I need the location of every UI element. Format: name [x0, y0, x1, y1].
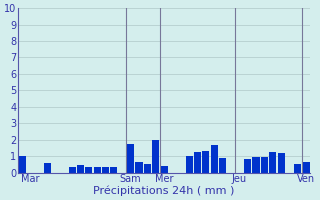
Bar	[186, 156, 193, 173]
Bar	[110, 167, 117, 173]
Bar	[77, 165, 84, 173]
Bar	[44, 163, 51, 173]
Bar	[261, 157, 268, 173]
Bar	[202, 151, 209, 173]
Bar	[144, 164, 151, 173]
Bar	[152, 140, 159, 173]
Bar	[269, 152, 276, 173]
Bar	[102, 167, 109, 173]
Bar	[135, 162, 142, 173]
Bar	[252, 157, 260, 173]
Bar	[19, 156, 26, 173]
Bar	[194, 152, 201, 173]
X-axis label: Précipitations 24h ( mm ): Précipitations 24h ( mm )	[93, 185, 235, 196]
Bar	[68, 167, 76, 173]
Bar	[127, 144, 134, 173]
Bar	[211, 145, 218, 173]
Bar	[277, 153, 284, 173]
Bar	[244, 159, 251, 173]
Bar	[161, 166, 168, 173]
Bar	[303, 162, 310, 173]
Bar	[219, 158, 226, 173]
Bar	[294, 164, 301, 173]
Bar	[94, 167, 101, 173]
Bar	[85, 167, 92, 173]
